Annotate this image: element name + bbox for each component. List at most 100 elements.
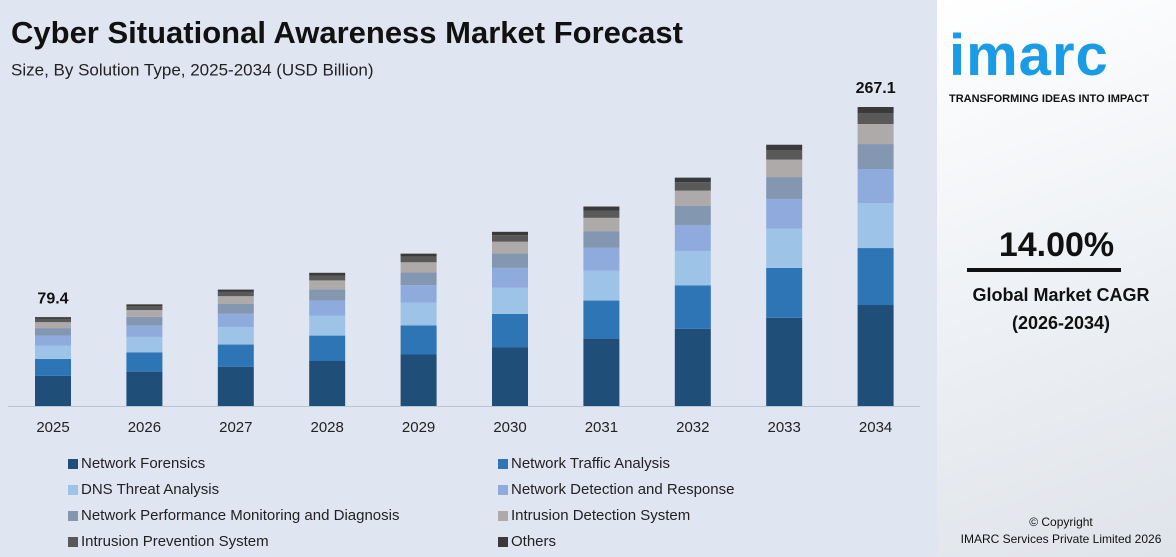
bar-segment [674, 177, 711, 183]
bar-segment [583, 206, 620, 211]
bar-segment [857, 144, 894, 170]
bar-segment [126, 336, 163, 353]
bar-segment [674, 182, 711, 191]
legend-swatch [68, 485, 78, 495]
divider [967, 268, 1121, 272]
bar-segment [400, 285, 437, 303]
bar-segment [309, 335, 346, 361]
bar-segment [400, 262, 437, 273]
bar-segment [583, 338, 620, 406]
bar-segment [35, 328, 71, 336]
bar-segment [35, 317, 71, 319]
bar-segment [674, 190, 711, 206]
bar-segment [126, 371, 163, 406]
bar-segment [583, 231, 620, 248]
x-tick-label: 2030 [493, 419, 526, 436]
bar-segment [217, 289, 254, 292]
legend-swatch [68, 459, 78, 469]
legend-label: Network Detection and Response [511, 481, 734, 498]
x-tick-label: 2034 [859, 419, 892, 436]
bar-segment [583, 247, 620, 271]
cagr-period: (2026-2034) [1011, 313, 1111, 333]
bar-segment [766, 149, 803, 160]
legend-swatch [498, 537, 508, 547]
bar-segment [309, 300, 346, 316]
copyright: © Copyright [1029, 515, 1093, 529]
bar-segment [674, 328, 711, 406]
bar-segment [766, 177, 803, 199]
bar-segment [126, 310, 163, 317]
x-tick-label: 2028 [311, 419, 344, 436]
copyright-owner: IMARC Services Private Limited 2026 [960, 532, 1162, 546]
bar-segment [35, 375, 71, 406]
total-label: 79.4 [37, 290, 68, 307]
bar-segment [766, 228, 803, 268]
bar-segment [674, 250, 711, 286]
bar-segment [217, 326, 254, 345]
bar-segment [309, 315, 346, 336]
total-label: 267.1 [856, 80, 896, 97]
bar-segment [400, 354, 437, 406]
bar-segment [126, 306, 163, 311]
tagline: TRANSFORMING IDEAS INTO IMPACT [949, 93, 1150, 105]
bar-segment [766, 267, 803, 318]
bar-segment [674, 285, 711, 329]
chart-title: Cyber Situational Awareness Market Forec… [11, 15, 683, 50]
bar-segment [583, 300, 620, 339]
bar-segment [126, 304, 163, 307]
chart: Cyber Situational Awareness Market Forec… [8, 15, 920, 550]
bar-segment [583, 270, 620, 301]
bar-segment [400, 253, 437, 257]
x-tick-label: 2029 [402, 419, 435, 436]
legend-swatch [68, 511, 78, 521]
bar-segment [217, 366, 254, 406]
legend-label: Intrusion Prevention System [81, 533, 269, 550]
bar-segment [35, 322, 71, 329]
x-tick-label: 2025 [36, 419, 69, 436]
x-tick-label: 2032 [676, 419, 709, 436]
bar-segment [492, 231, 528, 236]
bar-segment [400, 302, 437, 326]
bar-segment [766, 198, 803, 229]
bar-segment [400, 256, 437, 263]
bar-segment [217, 304, 254, 314]
legend-label: Others [511, 533, 556, 550]
bar-segment [126, 316, 163, 326]
bar-segment [35, 345, 71, 359]
bar-segment [35, 318, 71, 323]
bar-segment [126, 325, 163, 337]
legend-swatch [498, 511, 508, 521]
side-panel: imarc TRANSFORMING IDEAS INTO IMPACT 14.… [937, 0, 1176, 557]
bar-segment [492, 241, 528, 254]
bar-segment [674, 224, 711, 251]
bar-segment [583, 217, 620, 232]
x-tick-label: 2033 [768, 419, 801, 436]
legend-label: Network Performance Monitoring and Diagn… [81, 507, 399, 524]
bar-segment [35, 335, 71, 346]
bar-segment [35, 358, 71, 376]
bar-segment [492, 313, 528, 348]
x-tick-label: 2027 [219, 419, 252, 436]
logo: imarc [949, 23, 1109, 88]
legend-swatch [498, 459, 508, 469]
x-tick-label: 2031 [585, 419, 618, 436]
bar-segment [857, 113, 894, 125]
bar-segment [309, 272, 346, 276]
bar-segment [857, 107, 894, 114]
bar-segment [400, 272, 437, 286]
bar-segment [126, 352, 163, 372]
bar-segment [766, 317, 803, 406]
bar-segment [492, 267, 528, 288]
legend-label: Network Traffic Analysis [511, 455, 670, 472]
legend-label: Network Forensics [81, 455, 205, 472]
bar-segment [217, 344, 254, 367]
x-tick-label: 2026 [128, 419, 161, 436]
legend-label: DNS Threat Analysis [81, 481, 219, 498]
chart-subtitle: Size, By Solution Type, 2025-2034 (USD B… [11, 60, 374, 79]
bar-segment [492, 287, 528, 314]
bar-segment [492, 253, 528, 268]
bar-segment [857, 248, 894, 306]
bar-segment [492, 235, 528, 242]
cagr-value: 14.00% [998, 226, 1115, 264]
